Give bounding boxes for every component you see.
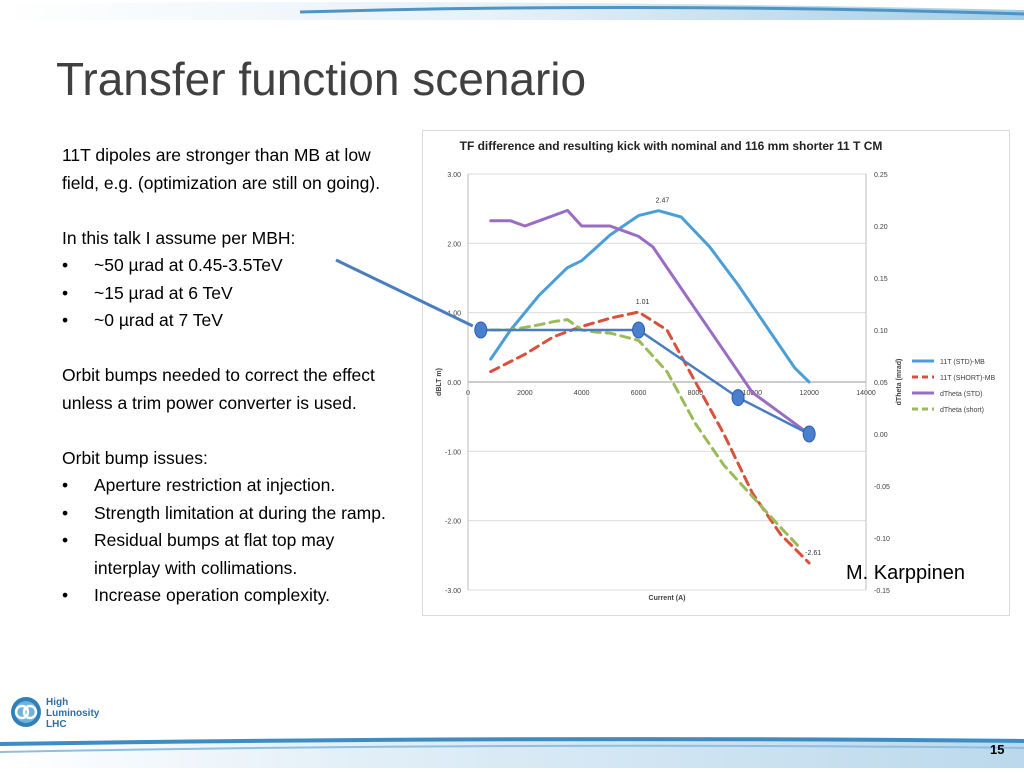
assume-bullet: • ~0 µrad at 7 TeV bbox=[62, 310, 223, 330]
data-label: -2.61 bbox=[805, 550, 821, 557]
legend-label: dTheta (STD) bbox=[940, 391, 982, 398]
page-number: 15 bbox=[990, 742, 1005, 757]
legend-label: 11T (STD)-MB bbox=[940, 359, 985, 366]
orbit-paragraph: Orbit bumps needed to correct the effect… bbox=[62, 365, 375, 413]
y-right-tick-label: 0.00 bbox=[874, 432, 888, 439]
credit-label: M. Karppinen bbox=[846, 562, 965, 584]
assume-bullet: • ~15 µrad at 6 TeV bbox=[62, 282, 233, 303]
overlay-line bbox=[480, 328, 810, 436]
assume-header: In this talk I assume per MBH: bbox=[62, 227, 296, 248]
legend-label: dTheta (short) bbox=[940, 407, 984, 414]
data-label: 1.01 bbox=[636, 299, 650, 306]
y-right-axis-label: dTheta (mrad) bbox=[896, 359, 903, 406]
y-right-tick-label: -0.15 bbox=[874, 588, 890, 595]
slide-title: Transfer function scenario bbox=[56, 53, 587, 105]
issue-bullet: • Aperture restriction at injection. bbox=[62, 475, 336, 495]
issue-bullet: • Residual bumps at flat top may interpla… bbox=[62, 530, 335, 578]
svg-text:Luminosity: Luminosity bbox=[46, 708, 100, 719]
series-line bbox=[489, 310, 811, 565]
top-band bbox=[0, 0, 1024, 20]
y-right-tick-label: 0.20 bbox=[874, 224, 888, 231]
chart-title: TF difference and resulting kick with no… bbox=[460, 139, 883, 153]
issues-header: Orbit bump issues: bbox=[62, 447, 208, 468]
x-tick-label: 4000 bbox=[574, 390, 590, 397]
legend-label: 11T (SHORT)-MB bbox=[940, 375, 996, 382]
y-right-tick-label: 0.10 bbox=[874, 328, 888, 335]
intro-paragraph: 11T dipoles are stronger than MB at low … bbox=[62, 145, 381, 193]
svg-text:High: High bbox=[46, 697, 68, 708]
issue-bullet: • Increase operation complexity. bbox=[62, 585, 331, 605]
y-left-tick-label: 2.00 bbox=[447, 241, 461, 248]
y-left-tick-label: 3.00 bbox=[447, 172, 461, 179]
y-left-axis-label: dBLT m) bbox=[436, 368, 443, 396]
x-tick-label: 2000 bbox=[517, 390, 533, 397]
overlay-marker bbox=[632, 321, 646, 339]
y-left-tick-label: 1.00 bbox=[447, 311, 461, 318]
x-tick-label: 6000 bbox=[631, 390, 647, 397]
overlay-arrow bbox=[335, 258, 474, 328]
chart-panel bbox=[422, 130, 1010, 616]
series-line bbox=[489, 208, 811, 436]
body-text: 11T dipoles are stronger than MB at low … bbox=[62, 142, 402, 610]
series-line bbox=[489, 209, 811, 384]
x-axis-label: Current (A) bbox=[649, 595, 686, 602]
y-right-tick-label: -0.05 bbox=[874, 484, 890, 491]
assume-bullet: • ~50 µrad at 0.45-3.5TeV bbox=[62, 255, 283, 275]
series-line bbox=[489, 318, 803, 550]
bottom-band bbox=[0, 728, 1024, 768]
svg-text:LHC: LHC bbox=[46, 719, 67, 730]
x-tick-label: 12000 bbox=[799, 390, 819, 397]
overlay-marker bbox=[802, 425, 816, 443]
y-left-tick-label: 0.00 bbox=[447, 380, 461, 387]
y-left-tick-label: -1.00 bbox=[445, 449, 461, 456]
data-label: 2.47 bbox=[656, 198, 670, 205]
y-right-tick-label: 0.15 bbox=[874, 276, 888, 283]
y-right-tick-label: 0.05 bbox=[874, 380, 888, 387]
y-right-tick-label: -0.10 bbox=[874, 536, 890, 543]
y-left-tick-label: -2.00 bbox=[445, 519, 461, 526]
hilumi-logo: High Luminosity LHC bbox=[8, 688, 118, 732]
issue-bullet: • Strength limitation at during the ramp. bbox=[62, 502, 386, 523]
y-right-tick-label: 0.25 bbox=[874, 172, 888, 179]
y-left-tick-label: -3.00 bbox=[445, 588, 461, 595]
overlay-marker bbox=[731, 389, 745, 407]
overlay-marker bbox=[474, 321, 488, 339]
x-tick-label: 8000 bbox=[688, 390, 704, 397]
